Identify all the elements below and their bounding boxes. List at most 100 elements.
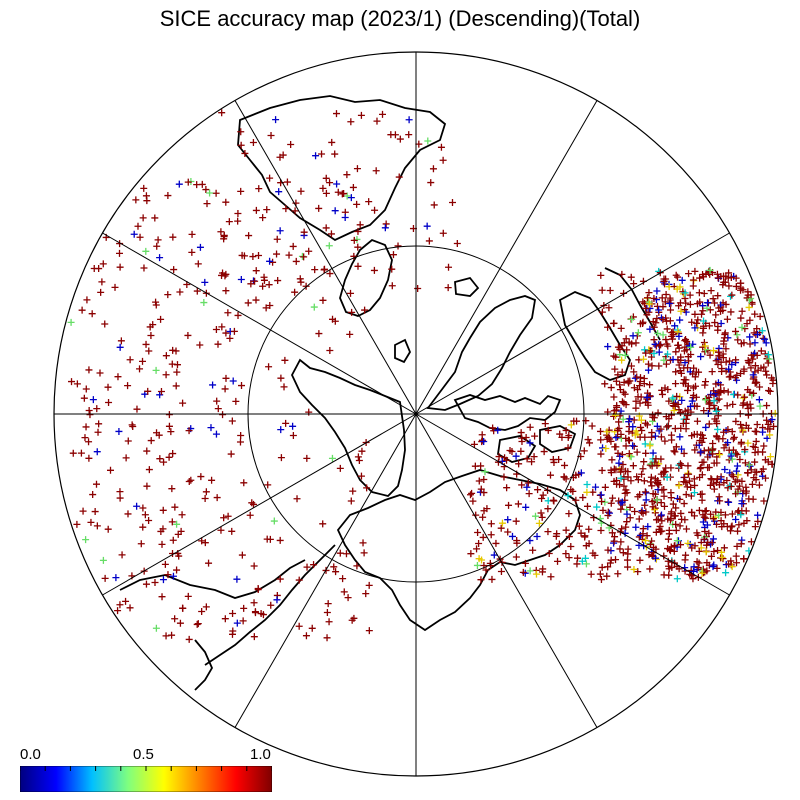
marker — [147, 332, 155, 340]
marker — [518, 437, 526, 445]
marker — [270, 517, 278, 525]
marker — [740, 555, 748, 563]
marker — [628, 315, 636, 323]
marker — [562, 526, 570, 534]
marker — [389, 251, 397, 259]
marker — [707, 475, 715, 483]
marker — [677, 541, 685, 549]
marker — [157, 388, 165, 396]
marker — [522, 503, 530, 511]
marker — [132, 196, 140, 204]
marker — [632, 523, 640, 531]
marker — [251, 277, 259, 285]
marker — [741, 393, 749, 401]
marker — [357, 472, 365, 480]
marker — [483, 505, 491, 513]
marker — [101, 574, 109, 582]
marker — [474, 528, 482, 536]
marker — [310, 303, 318, 311]
marker — [697, 448, 705, 456]
marker — [196, 243, 204, 251]
marker — [700, 447, 708, 455]
marker — [214, 340, 222, 348]
marker — [68, 378, 76, 386]
marker — [570, 417, 578, 425]
marker — [79, 507, 87, 515]
marker — [619, 549, 627, 557]
marker — [214, 405, 222, 413]
marker — [647, 540, 655, 548]
marker — [635, 515, 643, 523]
marker — [691, 267, 699, 275]
marker — [744, 386, 752, 394]
marker — [586, 439, 594, 447]
marker — [158, 593, 166, 601]
coast-labrador — [558, 291, 631, 381]
marker — [686, 291, 694, 299]
marker — [749, 495, 757, 503]
marker — [480, 475, 488, 483]
marker — [676, 409, 684, 417]
marker — [171, 615, 179, 623]
marker — [259, 282, 267, 290]
marker — [325, 242, 333, 250]
marker — [382, 220, 390, 228]
marker — [101, 320, 109, 328]
coast-north-canada — [604, 267, 661, 341]
marker — [723, 315, 731, 323]
marker — [714, 412, 722, 420]
marker — [744, 439, 752, 447]
marker — [617, 407, 625, 415]
marker — [343, 171, 351, 179]
marker — [651, 490, 659, 498]
marker — [173, 368, 181, 376]
marker — [638, 470, 646, 478]
marker — [209, 381, 217, 389]
marker — [224, 512, 232, 520]
marker — [738, 307, 746, 315]
marker — [287, 140, 295, 148]
marker — [752, 437, 760, 445]
marker — [731, 374, 739, 382]
marker — [632, 339, 640, 347]
marker — [627, 273, 635, 281]
marker — [479, 513, 487, 521]
marker — [755, 481, 763, 489]
marker — [429, 165, 437, 173]
marker — [295, 622, 303, 630]
marker — [80, 394, 88, 402]
marker — [497, 524, 505, 532]
marker — [653, 287, 661, 295]
marker — [500, 473, 508, 481]
marker — [222, 329, 230, 337]
marker — [171, 503, 179, 511]
meridian-line — [415, 413, 598, 728]
marker — [331, 207, 339, 215]
marker — [238, 551, 246, 559]
marker — [373, 117, 381, 125]
marker — [659, 331, 667, 339]
marker — [629, 462, 637, 470]
marker — [577, 469, 585, 477]
marker — [664, 385, 672, 393]
marker — [144, 387, 152, 395]
marker — [669, 394, 677, 402]
marker — [663, 325, 671, 333]
marker — [624, 377, 632, 385]
marker — [538, 513, 546, 521]
marker — [637, 423, 645, 431]
marker — [222, 374, 230, 382]
marker — [237, 141, 245, 149]
marker — [572, 496, 580, 504]
marker — [336, 464, 344, 472]
marker — [625, 338, 633, 346]
marker — [716, 497, 724, 505]
marker — [116, 601, 124, 609]
marker — [747, 364, 755, 372]
marker — [291, 288, 299, 296]
marker — [634, 493, 642, 501]
marker — [634, 568, 642, 576]
marker — [116, 240, 124, 248]
marker — [699, 329, 707, 337]
marker — [657, 528, 665, 536]
